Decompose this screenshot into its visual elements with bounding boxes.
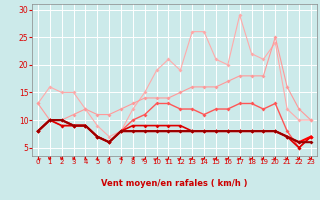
X-axis label: Vent moyen/en rafales ( km/h ): Vent moyen/en rafales ( km/h ) [101, 179, 248, 188]
